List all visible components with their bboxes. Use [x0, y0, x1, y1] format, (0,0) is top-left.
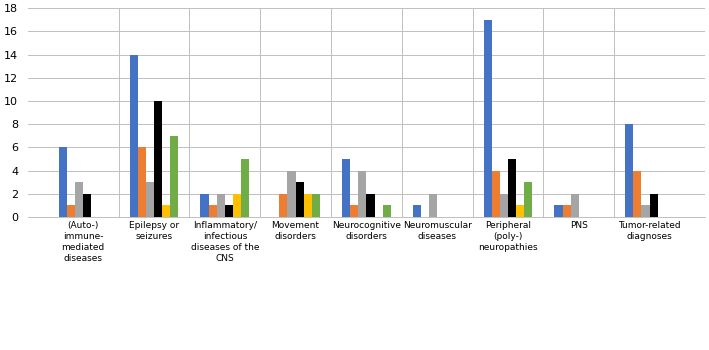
- Bar: [208, 205, 217, 217]
- Bar: [217, 194, 225, 217]
- Bar: [484, 20, 492, 217]
- Bar: [649, 194, 658, 217]
- Bar: [287, 170, 296, 217]
- Bar: [83, 194, 91, 217]
- Bar: [642, 205, 649, 217]
- Bar: [154, 101, 162, 217]
- Bar: [342, 159, 350, 217]
- Bar: [146, 182, 154, 217]
- Bar: [413, 205, 421, 217]
- Bar: [625, 124, 633, 217]
- Bar: [225, 205, 233, 217]
- Bar: [508, 159, 516, 217]
- Bar: [303, 194, 312, 217]
- Bar: [571, 194, 579, 217]
- Bar: [75, 182, 83, 217]
- Bar: [201, 194, 208, 217]
- Bar: [633, 170, 642, 217]
- Bar: [358, 170, 367, 217]
- Bar: [500, 194, 508, 217]
- Bar: [138, 147, 146, 217]
- Bar: [429, 194, 437, 217]
- Bar: [59, 147, 67, 217]
- Bar: [492, 170, 500, 217]
- Bar: [554, 205, 562, 217]
- Bar: [170, 136, 179, 217]
- Bar: [383, 205, 391, 217]
- Bar: [279, 194, 287, 217]
- Bar: [233, 194, 241, 217]
- Bar: [67, 205, 75, 217]
- Bar: [241, 159, 250, 217]
- Bar: [130, 55, 138, 217]
- Bar: [296, 182, 303, 217]
- Bar: [516, 205, 525, 217]
- Bar: [162, 205, 170, 217]
- Bar: [562, 205, 571, 217]
- Bar: [350, 205, 358, 217]
- Bar: [525, 182, 532, 217]
- Bar: [312, 194, 320, 217]
- Bar: [367, 194, 374, 217]
